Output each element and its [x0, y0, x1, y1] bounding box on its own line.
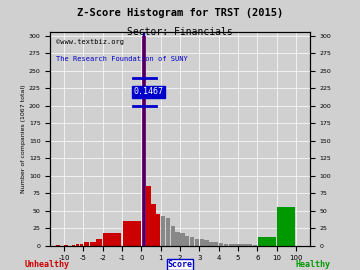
Text: Healthy: Healthy [296, 260, 331, 269]
Bar [64, 245, 68, 246]
Bar [238, 244, 243, 246]
Bar [151, 204, 156, 246]
Text: 0.1467: 0.1467 [134, 87, 163, 96]
Bar [90, 241, 96, 246]
Bar [72, 245, 75, 246]
Bar [57, 245, 60, 246]
Bar [214, 242, 219, 246]
Bar [96, 239, 102, 246]
Bar [156, 214, 161, 246]
Text: Unhealthy: Unhealthy [24, 260, 69, 269]
Bar [175, 232, 180, 246]
Bar [233, 244, 238, 246]
Bar [161, 216, 165, 246]
Bar [171, 226, 175, 246]
Bar [80, 244, 83, 246]
Bar [278, 207, 295, 246]
Bar [248, 244, 252, 246]
Text: Score: Score [167, 260, 193, 269]
Bar [253, 245, 257, 246]
Bar [195, 239, 199, 246]
Text: ©www.textbiz.org: ©www.textbiz.org [55, 39, 123, 45]
Bar [166, 218, 170, 246]
Bar [190, 237, 194, 246]
Text: The Research Foundation of SUNY: The Research Foundation of SUNY [55, 56, 187, 62]
Bar [180, 233, 185, 246]
Bar [224, 244, 228, 246]
Bar [258, 237, 276, 246]
Bar [84, 242, 90, 246]
Bar [243, 244, 248, 246]
Bar [76, 244, 79, 246]
Bar [185, 236, 189, 246]
Bar [209, 241, 213, 246]
Text: Sector: Financials: Sector: Financials [127, 27, 233, 37]
Y-axis label: Number of companies (1067 total): Number of companies (1067 total) [21, 85, 26, 193]
Bar [219, 243, 223, 246]
Bar [103, 233, 121, 246]
Bar [123, 221, 140, 246]
Text: Z-Score Histogram for TRST (2015): Z-Score Histogram for TRST (2015) [77, 8, 283, 18]
Bar [204, 240, 209, 246]
Bar [147, 186, 151, 246]
Bar [199, 239, 204, 246]
Bar [229, 244, 233, 246]
Bar [141, 36, 146, 246]
